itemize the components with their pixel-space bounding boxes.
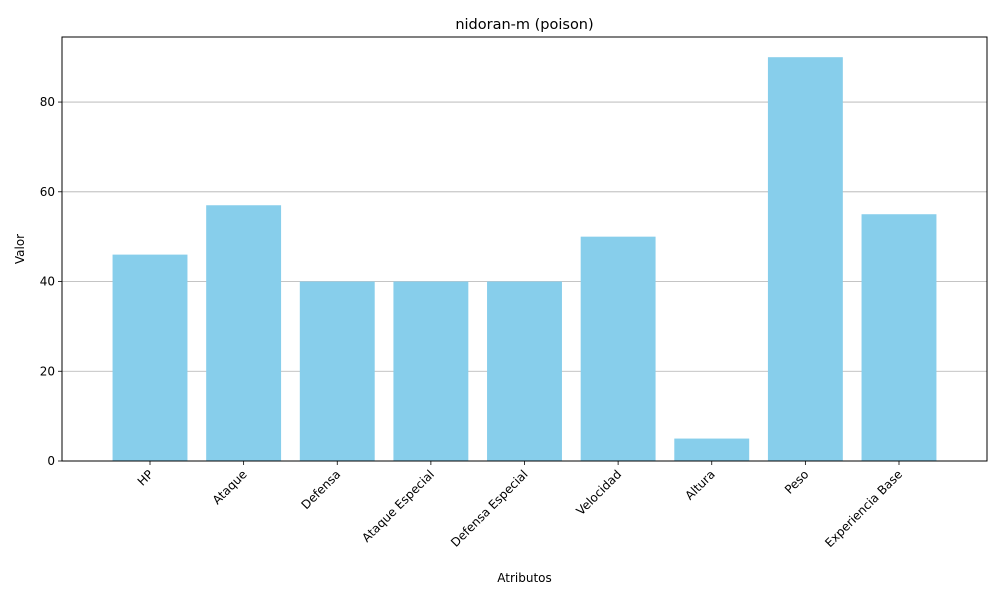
x-axis-label: Atributos	[497, 571, 552, 585]
bar	[393, 281, 469, 461]
y-tick-label: 20	[40, 364, 55, 378]
y-tick-label: 80	[40, 95, 55, 109]
bar	[299, 281, 375, 461]
bars	[112, 57, 937, 461]
y-axis-ticks: 0 20 40 60 80	[40, 95, 62, 468]
y-axis-label: Valor	[13, 234, 27, 264]
chart-title: nidoran-m (poison)	[455, 17, 593, 33]
y-tick-label: 60	[40, 185, 55, 199]
bar	[206, 205, 282, 461]
bar	[112, 254, 188, 461]
bar	[580, 236, 656, 461]
bar	[674, 438, 750, 461]
bar	[767, 57, 843, 461]
y-tick-label: 0	[47, 454, 55, 468]
bar	[861, 214, 937, 461]
bar	[487, 281, 562, 461]
y-tick-label: 40	[40, 275, 55, 289]
